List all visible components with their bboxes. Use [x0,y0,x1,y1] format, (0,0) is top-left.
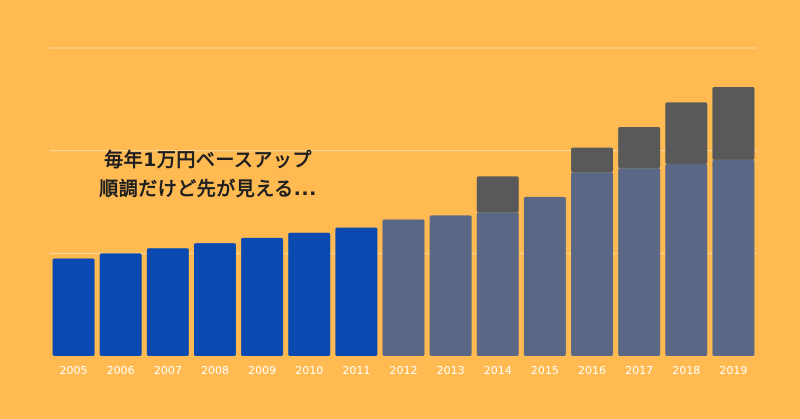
x-tick-label: 2016 [578,364,606,377]
bar-2008-segment-1 [193,243,236,356]
bar-2012-segment-2 [382,219,425,356]
x-tick-label: 2019 [719,364,747,377]
annotation-line-1: 毎年1万円ベースアップ [104,149,312,171]
x-tick-label: 2009 [248,364,276,377]
x-tick-label: 2010 [295,364,323,377]
bar-2009-segment-1 [241,237,284,356]
x-tick-label: 2005 [60,364,88,377]
x-tick-label: 2018 [672,364,700,377]
x-tick-label: 2008 [201,364,229,377]
bar-2013-segment-2 [429,215,472,356]
bar-2018-segment-2 [665,164,708,356]
annotation-line-2: 順調だけど先が見える... [99,178,317,200]
x-tick-label: 2007 [154,364,182,377]
chart-annotation: 毎年1万円ベースアップ 順調だけど先が見える... [58,146,358,204]
x-tick-label: 2006 [107,364,135,377]
x-tick-label: 2011 [342,364,370,377]
bar-2018-segment-3 [665,102,708,165]
bar-2007-segment-1 [146,248,189,356]
bar-2019-segment-3 [712,87,755,160]
bar-2010-segment-1 [288,232,331,356]
bar-2015-segment-2 [523,196,566,356]
bar-2017-segment-3 [618,127,661,169]
bar-2014-segment-3 [476,176,519,213]
bar-2016-segment-2 [571,172,614,356]
bar-2006-segment-1 [99,253,142,356]
bar-2019-segment-2 [712,159,755,356]
x-tick-label: 2012 [390,364,418,377]
x-tick-label: 2017 [625,364,653,377]
x-tick-label: 2015 [531,364,559,377]
bar-2017-segment-2 [618,168,661,356]
bar-2011-segment-1 [335,227,378,356]
x-tick-label: 2014 [484,364,512,377]
bar-2005-segment-1 [52,258,95,356]
bar-2014-segment-2 [476,212,519,356]
bar-2016-segment-3 [571,147,614,173]
x-tick-label: 2013 [437,364,465,377]
